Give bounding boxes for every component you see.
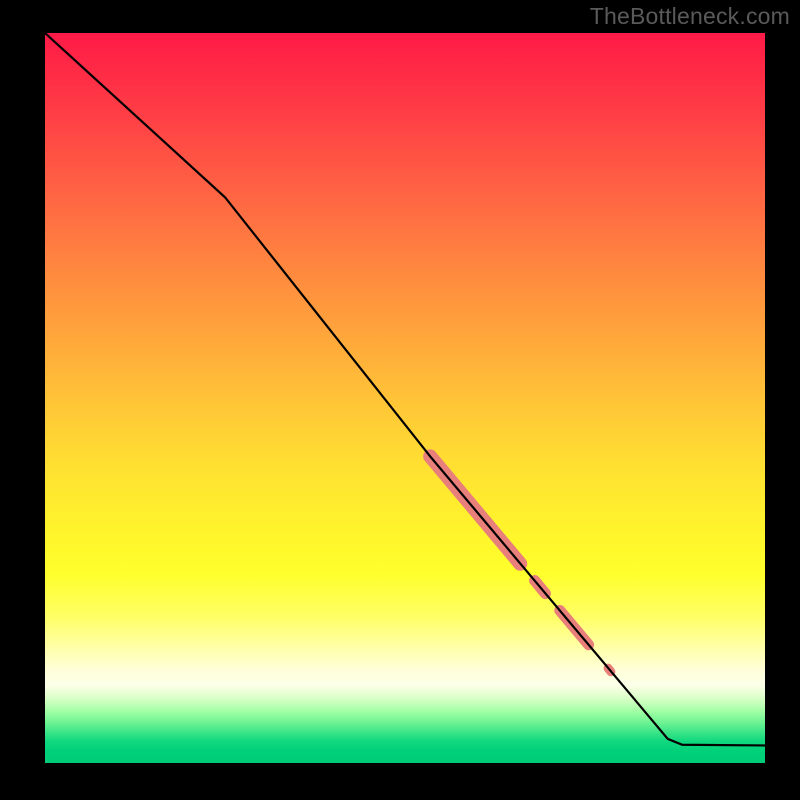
- bottleneck-chart: [45, 33, 765, 763]
- gradient-fill: [45, 33, 765, 763]
- frame: TheBottleneck.com: [0, 0, 800, 800]
- watermark-text: TheBottleneck.com: [590, 3, 790, 30]
- chart-svg: [45, 33, 765, 763]
